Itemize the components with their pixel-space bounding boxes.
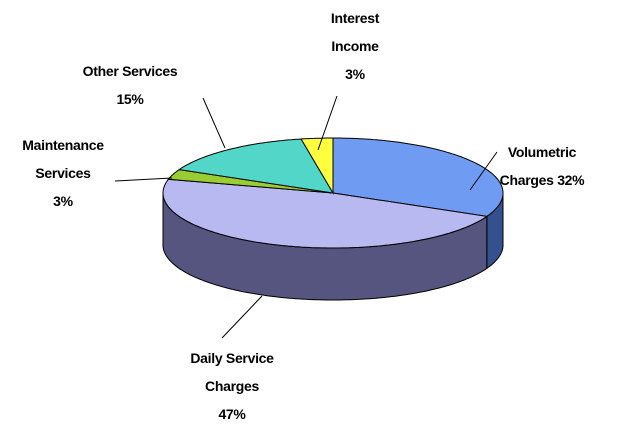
pie-slice: [300, 137, 334, 195]
pie-slice: [162, 178, 489, 249]
value-label: 15%: [116, 91, 144, 107]
category-name: Daily Service Charges: [190, 350, 274, 394]
value-label: 3%: [53, 193, 73, 209]
leader-line: [202, 97, 226, 149]
slice-label: Daily Service Charges 47%: [170, 344, 294, 428]
leader-line: [469, 151, 498, 191]
leader-line: [317, 95, 338, 151]
pie-slice: [332, 137, 504, 217]
leader-line: [221, 295, 263, 339]
leader-line: [114, 177, 173, 182]
slice-label: Other Services 15%: [58, 57, 202, 113]
pie-tops: [162, 137, 504, 249]
category-name: Volumetric Charges: [499, 144, 577, 188]
slice-label: Interest Income 3%: [310, 4, 400, 88]
category-name: Other Services: [82, 63, 178, 79]
category-name: Maintenance Services: [22, 137, 104, 181]
value-label: 3%: [345, 66, 365, 82]
pie-slice: [177, 138, 334, 194]
value-label: 47%: [218, 406, 246, 422]
slice-label: Maintenance Services 3%: [4, 131, 122, 215]
category-name: Interest Income: [330, 10, 380, 54]
slice-label: Volumetric Charges 32%: [490, 138, 594, 194]
value-label: 32%: [557, 172, 585, 188]
